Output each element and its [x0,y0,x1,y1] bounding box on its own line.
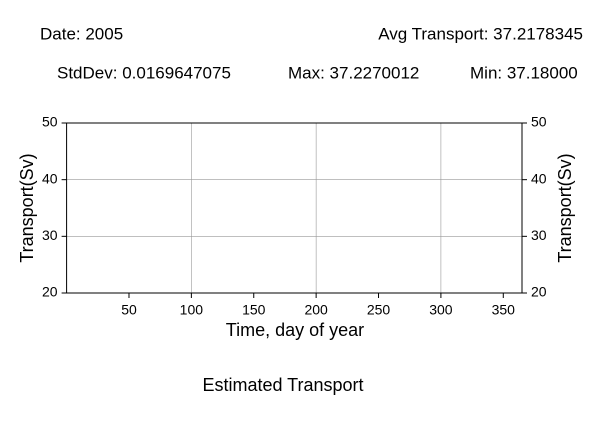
header-stddev: StdDev: 0.0169647075 [57,63,231,82]
header-min: Min: 37.18000 [470,63,578,82]
plot-frame [66,122,523,294]
y-tick-label: 20 [42,284,58,300]
header-date: Date: 2005 [40,24,123,43]
chart-title: Estimated Transport [202,375,363,395]
x-tick-label: 200 [304,302,328,318]
header-avg: Avg Transport: 37.2178345 [378,24,583,43]
x-tick-label: 150 [242,302,266,318]
x-tick-label: 250 [367,302,391,318]
x-tick-label: 300 [429,302,453,318]
y2-tick-label: 50 [531,114,547,130]
y-tick-label: 30 [42,227,58,243]
x-tick-label: 350 [492,302,516,318]
y-tick-label: 50 [42,114,58,130]
x-tick-label: 100 [180,302,204,318]
y2-tick-label: 40 [531,170,547,186]
y2-tick-label: 30 [531,227,547,243]
y2-axis-label: Transport(Sv) [555,153,575,262]
y-tick-label: 40 [42,170,58,186]
header-max: Max: 37.2270012 [288,63,419,82]
x-axis-label: Time, day of year [226,320,364,340]
y-axis-label: Transport(Sv) [17,153,37,262]
y2-tick-label: 20 [531,284,547,300]
x-tick-label: 50 [121,302,137,318]
